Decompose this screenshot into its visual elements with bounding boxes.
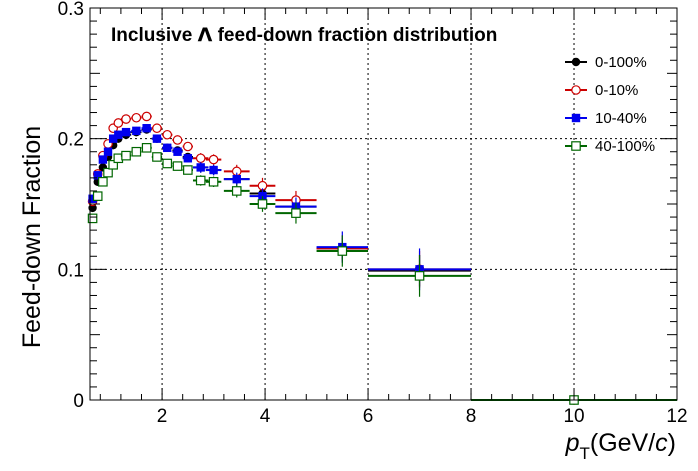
data-point: [162, 158, 173, 169]
x-axis-title-unit-c: c: [655, 429, 668, 457]
legend-item: 0-100%: [565, 54, 647, 71]
data-point: [113, 118, 124, 128]
data-point: [142, 124, 151, 133]
data-point: [132, 126, 141, 136]
data-point: [337, 246, 348, 256]
data-point: [152, 123, 162, 134]
data-point: [108, 134, 118, 143]
legend-item: 0-10%: [565, 82, 638, 99]
data-point: [131, 112, 142, 123]
data-point: [87, 213, 98, 224]
data-point: [152, 134, 162, 143]
data-point: [291, 208, 301, 218]
data-point: [93, 171, 102, 180]
data-point: [108, 160, 118, 170]
data-point: [152, 152, 162, 162]
y-tick-label: 0.3: [58, 0, 84, 20]
data-point: [195, 153, 206, 164]
x-tick-label: 8: [466, 406, 477, 427]
legend-label: 0-100%: [595, 54, 647, 71]
data-point: [183, 141, 193, 152]
x-axis-title-var: p: [565, 429, 580, 457]
y-tick-label: 0.2: [58, 130, 84, 151]
chart-title-prefix: Inclusive: [111, 25, 198, 46]
y-tick-label: 0.1: [58, 260, 84, 281]
data-point: [183, 154, 193, 163]
x-tick-label: 10: [563, 406, 584, 427]
data-point: [92, 191, 103, 201]
data-point: [88, 194, 97, 203]
data-point: [231, 186, 242, 196]
data-point: [98, 155, 108, 164]
y-tick-label: 0: [73, 391, 84, 412]
legend-marker: [571, 141, 581, 151]
legend-item: 10-40%: [565, 110, 647, 127]
data-point: [162, 129, 173, 140]
legend-marker: [571, 113, 581, 123]
data-point: [103, 147, 113, 156]
data-point: [195, 175, 206, 186]
data-point: [121, 114, 131, 124]
data-point: [141, 143, 152, 153]
legend-item: 40-100%: [565, 138, 655, 155]
y-axis-title: Feed-down Fraction: [18, 126, 46, 348]
data-point: [98, 176, 108, 187]
x-tick-label: 2: [157, 406, 168, 427]
data-point: [209, 165, 218, 175]
data-point: [131, 146, 142, 157]
chart-title: Inclusive Λ feed-down fraction distribut…: [111, 24, 497, 46]
data-point: [121, 127, 131, 137]
data-point: [183, 165, 193, 175]
data-point: [196, 163, 205, 172]
data-point: [208, 154, 219, 165]
data-point: [173, 147, 182, 156]
data-point: [114, 130, 123, 139]
x-tick-label: 12: [666, 406, 687, 427]
data-point: [172, 135, 183, 145]
x-tick-label: 6: [363, 406, 374, 427]
x-axis-title-unit-close: ): [668, 429, 676, 457]
legend-label: 0-10%: [595, 82, 638, 99]
legend: 0-100% 0-10% 10-40% 40-100%: [565, 54, 655, 155]
data-point: [163, 143, 172, 153]
data-point: [141, 111, 152, 122]
data-point: [172, 161, 183, 171]
data-point: [121, 150, 131, 161]
data-point: [232, 174, 241, 184]
x-axis-title-unit-open: (GeV/: [590, 429, 655, 457]
data-point: [208, 176, 219, 187]
x-tick-label: 4: [260, 406, 271, 427]
data-point: [257, 199, 268, 209]
legend-marker: [571, 85, 581, 95]
chart-title-suffix: feed-down fraction distribution: [212, 25, 497, 46]
legend-marker: [571, 57, 581, 67]
x-axis-title: pT(GeV/c): [565, 429, 676, 463]
chart-title-symbol: Λ: [198, 24, 213, 46]
legend-label: 10-40%: [595, 110, 647, 127]
data-point: [414, 271, 425, 281]
legend-label: 40-100%: [595, 138, 655, 155]
tick-labels: 2 4 6 8 10 12 0 0.1 0.2 0.3: [58, 0, 688, 427]
data-point: [103, 167, 113, 178]
axis-ticks: [90, 7, 678, 401]
x-axis-title-sub: T: [579, 444, 589, 463]
